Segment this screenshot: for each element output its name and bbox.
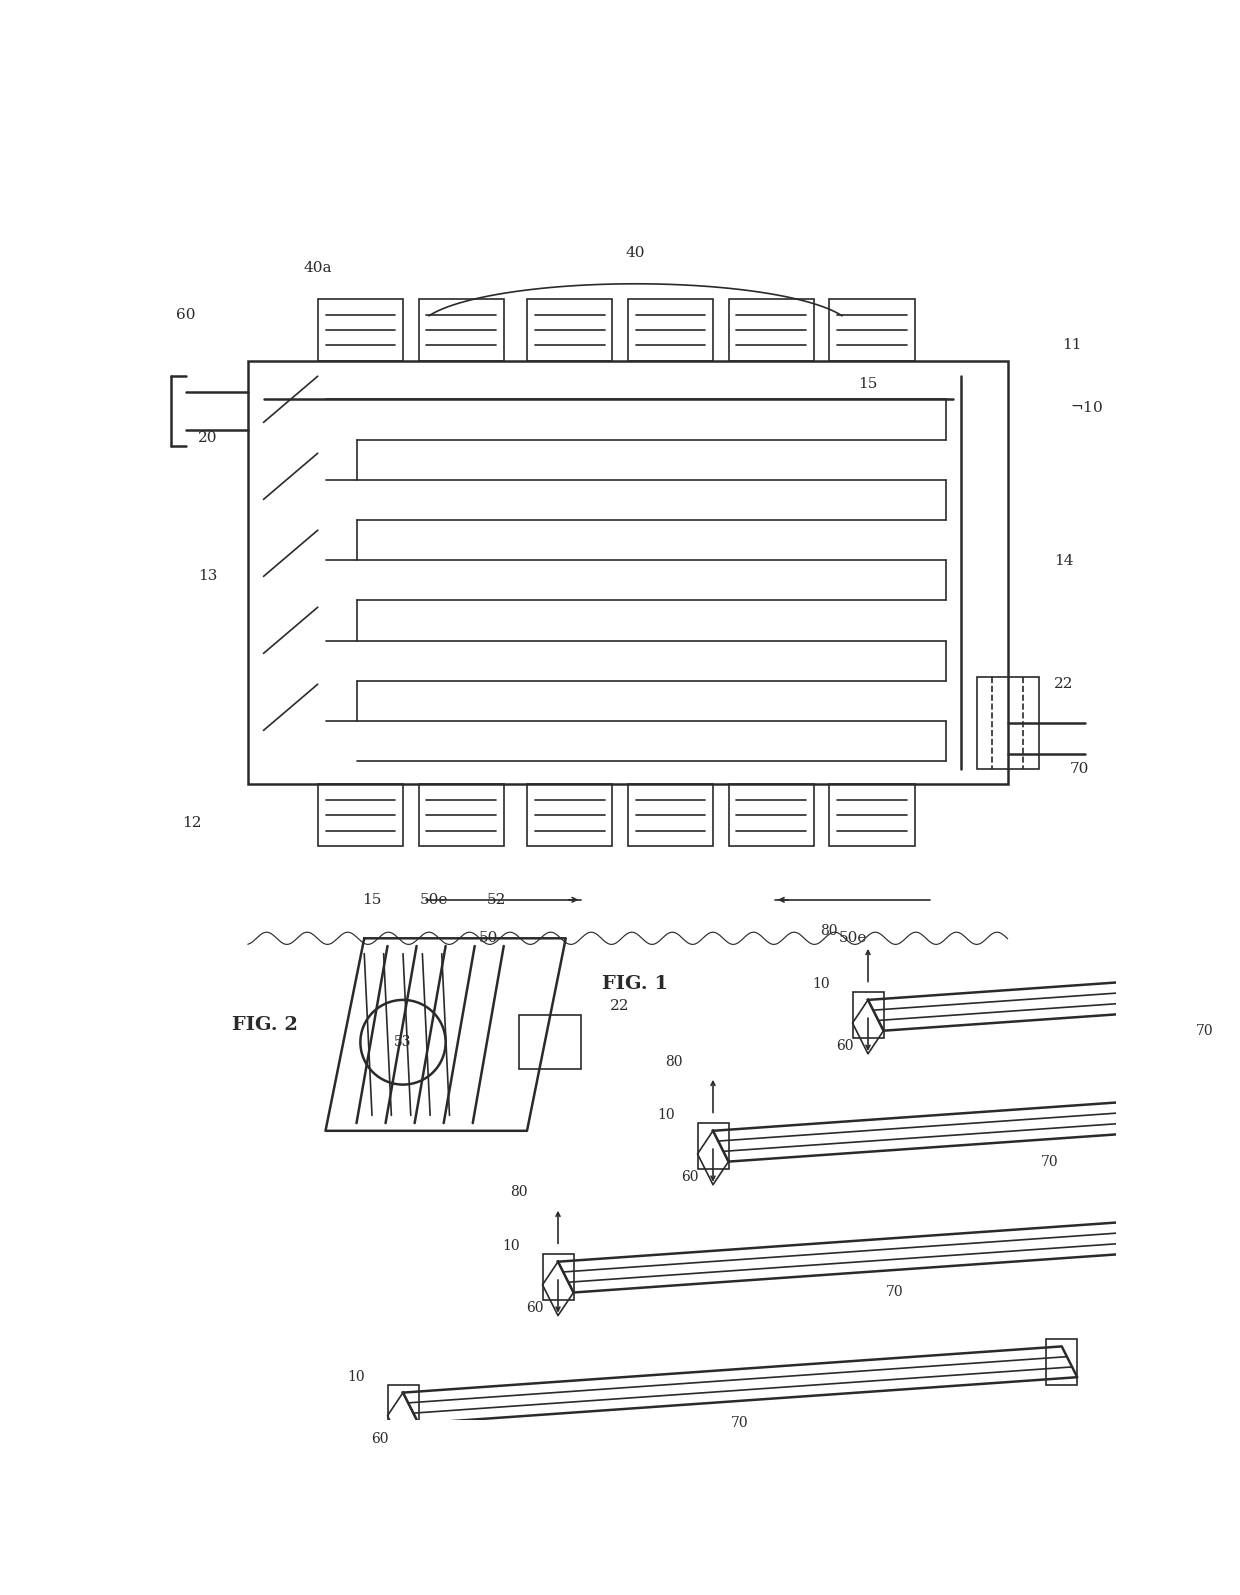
Text: 15: 15	[858, 376, 878, 391]
Text: 50e: 50e	[838, 931, 867, 946]
Text: 22: 22	[610, 998, 630, 1013]
Text: 70: 70	[1069, 762, 1089, 775]
Text: 80: 80	[821, 924, 838, 938]
Bar	[387, 1384, 419, 1431]
Bar	[1202, 1207, 1233, 1254]
Text: $\mathsf{\neg}$10: $\mathsf{\neg}$10	[1069, 399, 1102, 415]
Text: FIG. 1: FIG. 1	[603, 976, 668, 994]
Bar	[543, 1254, 573, 1300]
Bar	[977, 676, 1039, 769]
Bar	[419, 300, 503, 360]
Text: 60: 60	[681, 1171, 698, 1183]
Bar	[527, 785, 613, 845]
Circle shape	[361, 1000, 445, 1085]
Bar	[419, 785, 503, 845]
Bar	[830, 785, 915, 845]
Text: 50: 50	[479, 931, 498, 946]
Text: 60: 60	[836, 1038, 853, 1053]
Text: 70: 70	[1197, 1024, 1214, 1038]
Text: FIG. 2: FIG. 2	[233, 1016, 299, 1034]
Bar	[527, 300, 613, 360]
Text: 14: 14	[1054, 553, 1074, 568]
Text: 53: 53	[394, 1035, 412, 1050]
Text: 13: 13	[197, 569, 217, 584]
Text: 10: 10	[812, 978, 831, 992]
Text: 11: 11	[1061, 338, 1081, 352]
Bar	[627, 300, 713, 360]
Bar	[520, 1016, 582, 1069]
Text: 15: 15	[362, 893, 382, 908]
Text: 70: 70	[1042, 1155, 1059, 1169]
Text: 10: 10	[347, 1370, 366, 1384]
Bar	[627, 785, 713, 845]
Text: 60: 60	[526, 1302, 543, 1314]
Bar	[729, 300, 813, 360]
Text: 20: 20	[197, 431, 217, 445]
Bar	[317, 300, 403, 360]
Text: 10: 10	[657, 1109, 676, 1123]
Text: 10: 10	[502, 1239, 521, 1254]
Text: 40: 40	[626, 246, 645, 260]
Text: 80: 80	[511, 1185, 528, 1199]
Bar	[729, 785, 813, 845]
Text: 50e: 50e	[420, 893, 448, 908]
Bar	[697, 1123, 729, 1169]
Text: 80: 80	[666, 1054, 683, 1069]
Text: 60: 60	[176, 308, 196, 322]
Text: 70: 70	[887, 1286, 904, 1300]
Bar	[853, 992, 883, 1038]
Text: 12: 12	[182, 815, 201, 829]
Bar	[1047, 1338, 1078, 1384]
Text: 70: 70	[732, 1416, 749, 1431]
Text: 40a: 40a	[304, 262, 332, 276]
Bar	[317, 785, 403, 845]
Bar	[830, 300, 915, 360]
Text: 22: 22	[1054, 678, 1074, 691]
Text: 52: 52	[486, 893, 506, 908]
Text: 60: 60	[371, 1432, 388, 1445]
Bar	[248, 360, 1007, 785]
